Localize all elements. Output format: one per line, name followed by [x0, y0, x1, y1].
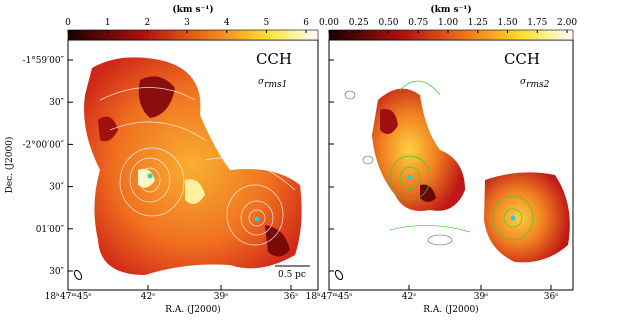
x-tick-label: 39ˢ [474, 292, 488, 302]
colorbar-tick-label: 0.50 [378, 18, 398, 28]
colorbar-tick-label: 1.75 [527, 18, 547, 28]
sigma-label: σrms1 [258, 77, 287, 90]
sigma-sub: rms2 [526, 80, 549, 90]
colorbar-tick-label: 4 [224, 18, 230, 28]
y-tick-label: -1°59′00″ [22, 56, 64, 66]
beam [334, 269, 344, 281]
colorbar-tick-label: 1.00 [438, 18, 458, 28]
sigma: σ [520, 77, 527, 87]
y-tick-label: 30″ [49, 98, 64, 108]
y-tick-label: -2°00′00″ [22, 140, 64, 150]
colorbar-tick-label: 0 [65, 18, 71, 28]
x-tick-label: 39ˢ [214, 292, 228, 302]
colorbar-tick-label: 2 [144, 18, 150, 28]
line-label: CCH [504, 50, 540, 68]
x-axis-label: R.A. (J2000) [423, 304, 478, 315]
colorbar-label: (km s⁻¹) [172, 4, 213, 15]
colorbar-tick-label: 6 [303, 18, 309, 28]
colorbar-tick-label: 1.50 [498, 18, 518, 28]
y-axis-label: Dec. (J2000) [4, 137, 15, 194]
y-tick-label: 30″ [49, 183, 64, 193]
y-tick-label: 01′00″ [36, 225, 65, 235]
sigma: σ [258, 77, 265, 87]
x-tick-label: 18ʰ47ᵐ45ˢ [45, 292, 92, 302]
colorbar [328, 29, 574, 41]
x-tick-label: 42ˢ [402, 292, 416, 302]
colorbar-tick-label: 1.25 [468, 18, 488, 28]
x-tick-label: 36ˢ [544, 292, 558, 302]
colorbar-tick-label: 0.00 [319, 18, 339, 28]
x-tick-label: 18ʰ47ᵐ45ˢ [306, 292, 353, 302]
colorbar [67, 29, 319, 41]
map-right [344, 80, 570, 263]
colorbar-label: (km s⁻¹) [430, 4, 471, 15]
beam [73, 269, 83, 281]
sigma-sub: rms1 [264, 80, 287, 90]
colorbar-tick-label: 0.25 [349, 18, 369, 28]
y-tick-label: 30″ [49, 267, 64, 277]
colorbar-tick-label: 2.00 [557, 18, 577, 28]
colorbar-tick-label: 1 [105, 18, 111, 28]
x-tick-label: 36ˢ [284, 292, 298, 302]
line-label: CCH [256, 50, 292, 68]
colorbar-tick-label: 3 [184, 18, 190, 28]
colorbar-tick-label: 5 [264, 18, 270, 28]
x-axis-label: R.A. (J2000) [165, 304, 220, 315]
scale-bar-label: 0.5 pc [278, 270, 306, 280]
sigma-label: σrms2 [520, 77, 550, 90]
map-left [84, 57, 302, 276]
x-tick-label: 42ˢ [141, 292, 155, 302]
colorbar-tick-label: 0.75 [408, 18, 428, 28]
